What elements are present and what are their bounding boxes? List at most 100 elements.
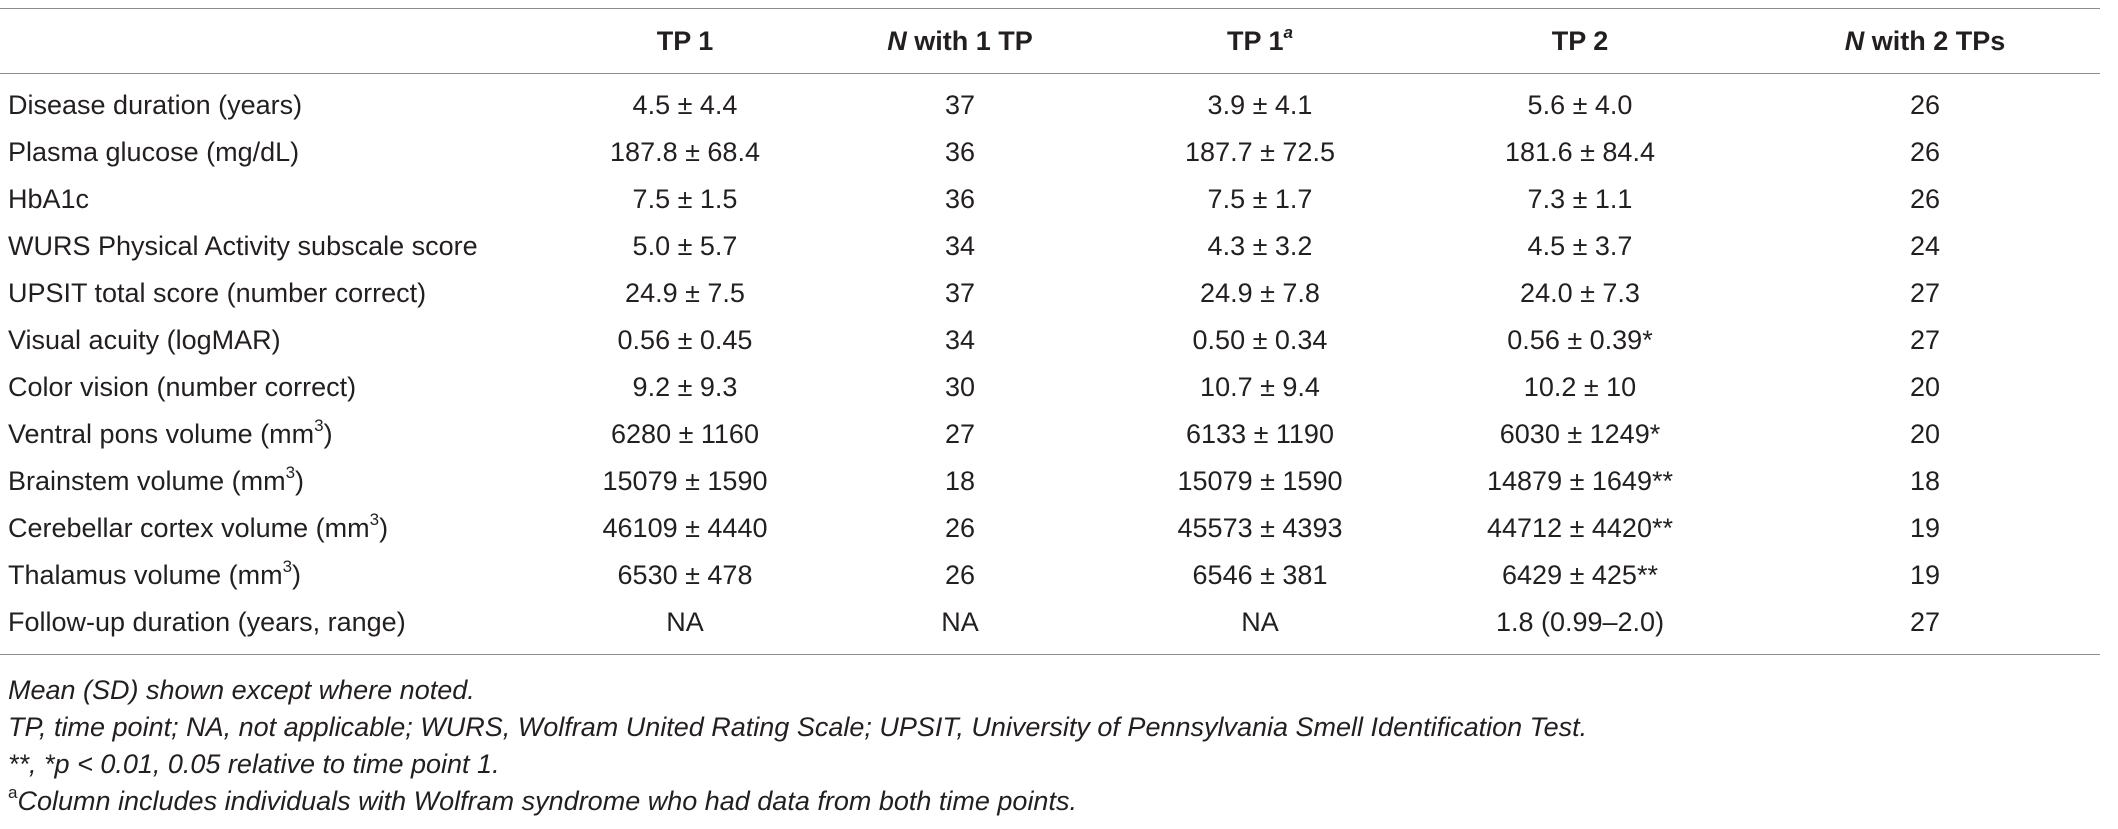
table-cell: 10.7 ± 9.4 [1200, 372, 1320, 402]
table-cell: 26 [1909, 184, 1941, 214]
table-cell: 7.5 ± 1.7 [1207, 184, 1313, 214]
table-row: WURS Physical Activity subscale score 5.0… [0, 223, 2100, 270]
row-label: Plasma glucose (mg/dL) [0, 129, 560, 176]
table-cell: 6530 ± 478 [617, 560, 753, 590]
table-cell: 27 [1750, 599, 2100, 655]
column-header-label: TP 2 [1551, 25, 1609, 56]
table-cell: 18 [1909, 466, 1941, 496]
note-mean-sd: Mean (SD) shown except where noted. [8, 675, 475, 705]
table-cell: 45573 ± 4393 [1177, 513, 1343, 543]
table-cell: 30 [944, 372, 976, 402]
table-row: HbA1c 7.5 ± 1.5 36 7.5 ± 1.7 7.3 ± 1.1 26 [0, 176, 2100, 223]
column-header-0 [0, 8, 560, 74]
table-cell: 6429 ± 425** [1502, 560, 1658, 590]
table-cell: 5.0 ± 5.7 [632, 231, 738, 261]
table-cell: 18 [944, 466, 976, 496]
row-label: Ventral pons volume (mm3) [0, 411, 560, 458]
table-row: Disease duration (years) 4.5 ± 4.4 37 3.9 ±… [0, 74, 2100, 130]
row-label-text: Plasma glucose (mg/dL) [8, 137, 300, 167]
note-abbreviations: TP, time point; NA, not applicable; WURS… [8, 712, 1588, 742]
table-cell: 24.9 ± 7.5 [625, 278, 745, 308]
table-cell: 19 [1909, 560, 1941, 590]
row-label-text: Color vision (number correct) [8, 372, 357, 402]
table-cell: 24.9 ± 7.8 [1200, 278, 1320, 308]
table-row: Brainstem volume (mm3) 15079 ± 1590 18 1507… [0, 458, 2100, 505]
table-cell: NA [1110, 599, 1410, 655]
table-cell: 24.0 ± 7.3 [1520, 278, 1640, 308]
row-label-close: ) [323, 419, 333, 449]
table-cell: 36 [944, 184, 976, 214]
column-header-2: N with 1 TP [810, 8, 1110, 74]
table-cell: 7.3 ± 1.1 [1527, 184, 1633, 214]
table-row: Ventral pons volume (mm3) 6280 ± 1160 27 61… [0, 411, 2100, 458]
row-label-text: Cerebellar cortex volume (mm [8, 513, 370, 543]
table-row: Thalamus volume (mm3) 6530 ± 478 26 6546 ± … [0, 552, 2100, 599]
table-cell: 6133 ± 1190 [1186, 419, 1334, 449]
table-row: Plasma glucose (mg/dL) 187.8 ± 68.4 36 187.… [0, 129, 2100, 176]
note-footnote-a: aColumn includes individuals with Wolfra… [8, 783, 2108, 820]
row-label-text: Thalamus volume (mm [8, 560, 283, 590]
table-cell: 44712 ± 4420** [1487, 513, 1673, 543]
table-cell: 36 [944, 137, 976, 167]
column-header-5: N with 2 TPs [1750, 8, 2100, 74]
table-cell: 19 [1909, 513, 1941, 543]
row-label-close: ) [379, 513, 389, 543]
table-cell: 0.50 ± 0.34 [1192, 325, 1328, 355]
table-cell: 4.5 ± 3.7 [1527, 231, 1633, 261]
table-cell: 6030 ± 1249* [1499, 419, 1661, 449]
row-label-text: UPSIT total score (number correct) [8, 278, 427, 308]
table-cell: 6280 ± 1160 [611, 419, 759, 449]
row-label: Color vision (number correct) [0, 364, 560, 411]
column-header-sup: a [1283, 22, 1293, 42]
table-cell: 27 [944, 419, 976, 449]
header-row: TP 1 N with 1 TP TP 1a TP 2 N with 2 TPs [0, 8, 2100, 74]
note-sig-rest: < 0.01, 0.05 relative to time point 1. [69, 749, 500, 779]
table-cell: 26 [1909, 90, 1941, 120]
column-header-italic: N [887, 25, 907, 56]
table-cell: 0.56 ± 0.45 [617, 325, 753, 355]
footnote-text: Column includes individuals with Wolfram… [17, 786, 1077, 816]
column-header-italic: N [1844, 25, 1865, 56]
table-row: Visual acuity (logMAR) 0.56 ± 0.45 34 0.50 … [0, 317, 2100, 364]
table-cell: 187.8 ± 68.4 [610, 137, 760, 167]
table-cell: 3.9 ± 4.1 [1207, 90, 1313, 120]
table-notes: Mean (SD) shown except where noted. TP, … [8, 672, 2108, 820]
footnote-mark: a [8, 783, 18, 802]
row-label: WURS Physical Activity subscale score [0, 223, 560, 270]
table-cell: 15079 ± 1590 [1177, 466, 1343, 496]
table-cell: 1.8 (0.99–2.0) [1410, 599, 1750, 655]
column-header-3: TP 1a [1110, 8, 1410, 74]
row-label-close: ) [295, 466, 305, 496]
table-cell: 7.5 ± 1.5 [632, 184, 738, 214]
row-label-text: Brainstem volume (mm [8, 466, 286, 496]
table-cell: 26 [944, 560, 976, 590]
column-header-label: TP 1 [656, 25, 714, 56]
table-cell: 5.6 ± 4.0 [1527, 90, 1633, 120]
table-cell: 27 [1909, 278, 1941, 308]
table-cell: 6546 ± 381 [1192, 560, 1328, 590]
row-label-sup: 3 [369, 510, 380, 529]
data-table: TP 1 N with 1 TP TP 1a TP 2 N with 2 TPs Dis… [0, 8, 2100, 655]
note-sig-stars: **, * [8, 749, 55, 779]
table-cell: 20 [1909, 372, 1941, 402]
table-cell: NA [560, 599, 810, 655]
row-label: HbA1c [0, 176, 560, 223]
row-label: Cerebellar cortex volume (mm3) [0, 505, 560, 552]
table-cell: 26 [944, 513, 976, 543]
column-header-1: TP 1 [560, 8, 810, 74]
table-cell: 9.2 ± 9.3 [632, 372, 738, 402]
row-label-text: Disease duration (years) [8, 90, 303, 120]
table-row: Color vision (number correct) 9.2 ± 9.3 30… [0, 364, 2100, 411]
table-cell: 4.5 ± 4.4 [632, 90, 738, 120]
table-cell: 20 [1909, 419, 1941, 449]
row-label-text: Ventral pons volume (mm [8, 419, 315, 449]
table-cell: 187.7 ± 72.5 [1185, 137, 1335, 167]
row-label-sup: 3 [314, 416, 324, 435]
row-label-text: Follow-up duration (years, range) [8, 607, 406, 637]
row-label: UPSIT total score (number correct) [0, 270, 560, 317]
table-cell: 34 [944, 231, 976, 261]
table-cell: 24 [1909, 231, 1941, 261]
table-cell: 46109 ± 4440 [602, 513, 768, 543]
table-row: UPSIT total score (number correct) 24.9 ±… [0, 270, 2100, 317]
